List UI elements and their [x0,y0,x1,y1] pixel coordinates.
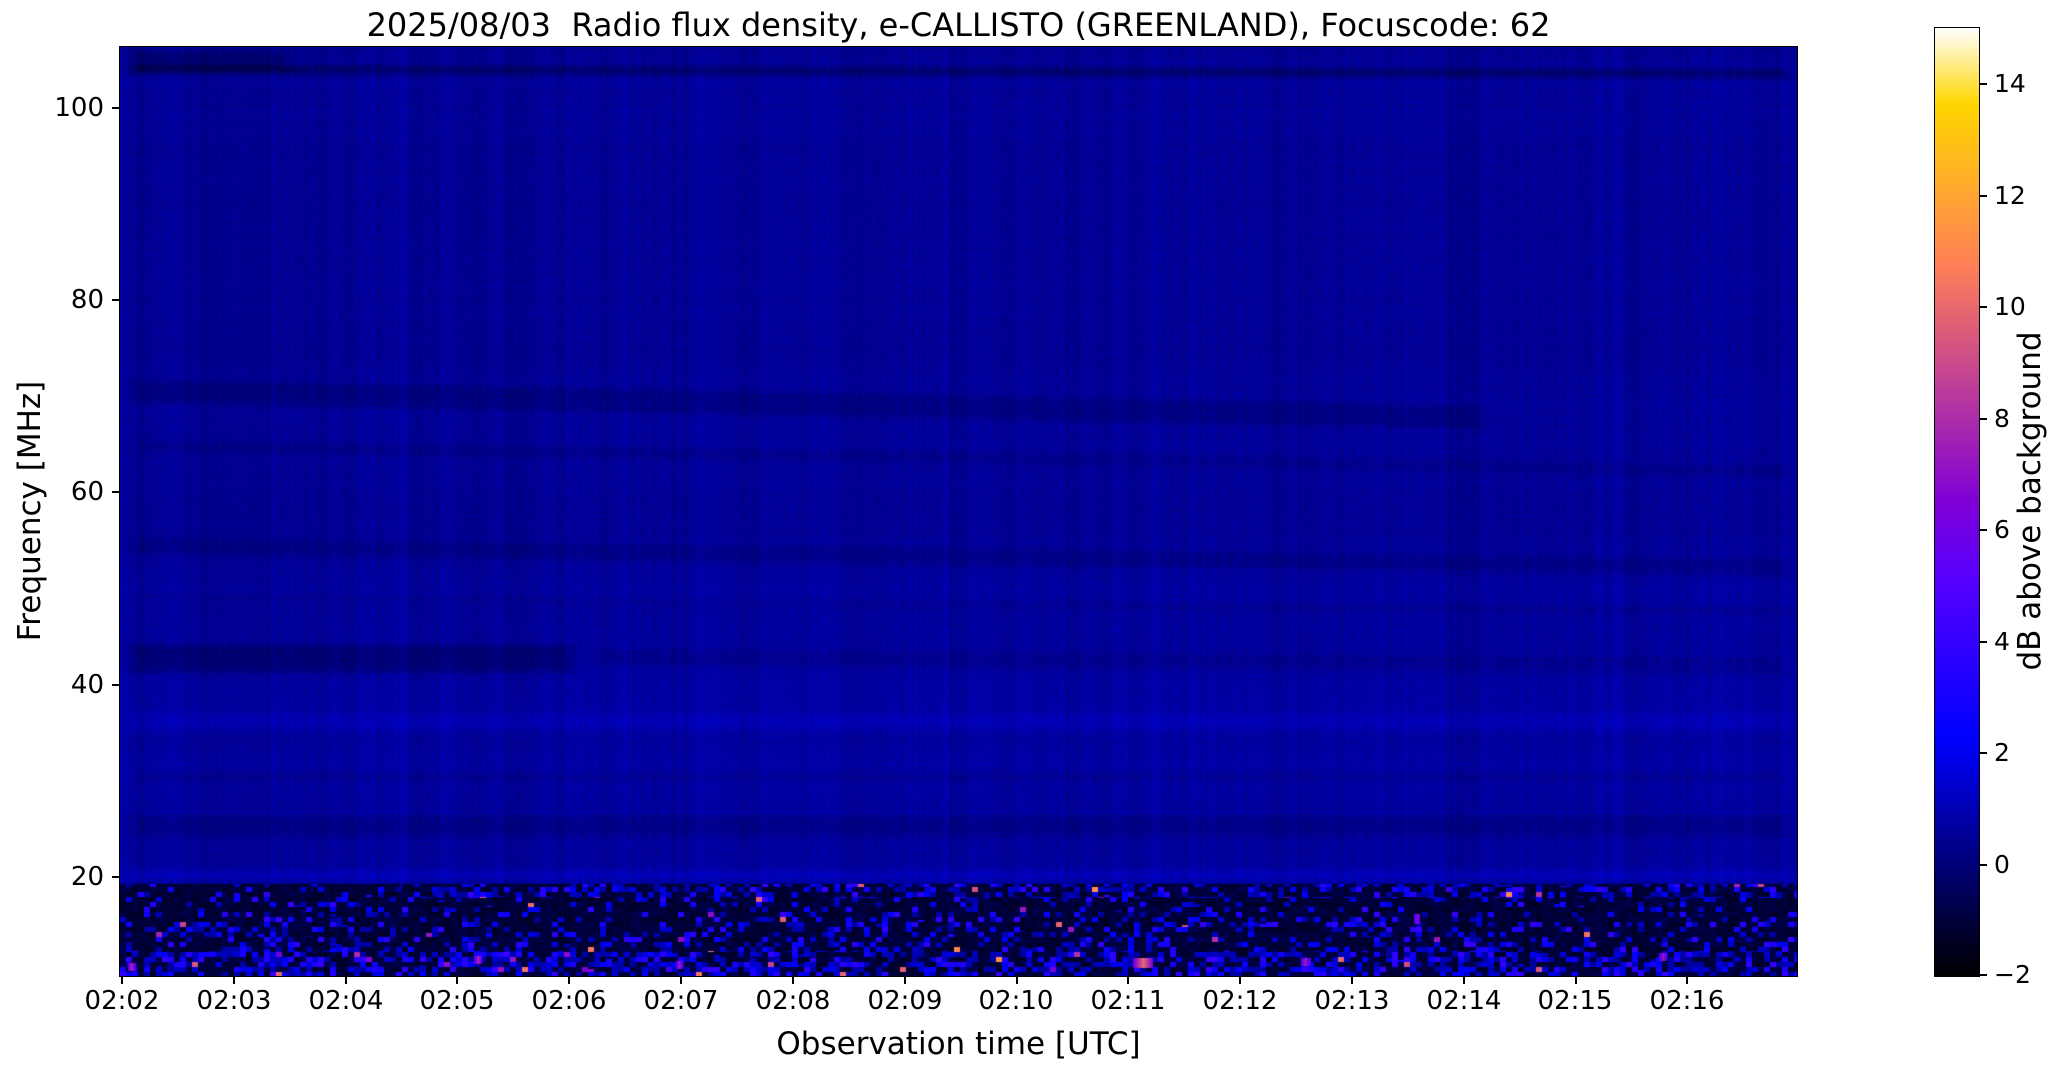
colorbar-tick-label: 2 [1994,738,2010,767]
x-tick-mark [233,977,235,984]
x-tick-mark [1127,977,1129,984]
figure-title: 2025/08/03 Radio flux density, e-CALLIST… [366,6,1551,44]
colorbar-tick-mark [1980,529,1987,531]
x-tick-label: 02:11 [1090,986,1166,1016]
x-tick-mark [792,977,794,984]
colorbar-canvas [1935,28,1979,976]
x-tick-label: 02:10 [978,986,1054,1016]
x-tick-mark [1239,977,1241,984]
y-tick-label: 100 [54,93,104,123]
x-tick-label: 02:14 [1426,986,1502,1016]
colorbar-tick-mark [1980,306,1987,308]
x-tick-mark [568,977,570,984]
plot-area [119,46,1798,977]
colorbar-tick-label: 10 [1994,292,2026,321]
x-tick-label: 02:05 [419,986,495,1016]
y-tick-mark [112,107,120,109]
y-tick-mark [112,876,120,878]
x-tick-label: 02:13 [1314,986,1390,1016]
x-tick-label: 02:08 [755,986,831,1016]
colorbar-tick-mark [1980,864,1987,866]
y-tick-mark [112,684,120,686]
colorbar-tick-mark [1980,752,1987,754]
colorbar-tick-mark [1980,641,1987,643]
colorbar-tick-label: 8 [1994,404,2010,433]
x-tick-mark [1463,977,1465,984]
x-tick-label: 02:12 [1202,986,1278,1016]
colorbar-tick-mark [1980,195,1987,197]
colorbar-tick-label: 0 [1994,850,2010,879]
x-tick-label: 02:07 [643,986,719,1016]
colorbar-tick-label: −2 [1994,960,2031,989]
colorbar-tick-label: 12 [1994,181,2026,210]
y-tick-mark [112,491,120,493]
y-axis-label: Frequency [MHz] [12,380,48,642]
y-tick-label: 40 [70,670,104,700]
colorbar [1934,27,1980,977]
colorbar-tick-label: 4 [1994,627,2010,656]
x-tick-mark [121,977,123,984]
x-tick-label: 02:09 [867,986,943,1016]
x-tick-mark [680,977,682,984]
x-tick-mark [1575,977,1577,984]
colorbar-tick-label: 6 [1994,515,2010,544]
colorbar-label: dB above background [2012,331,2048,671]
colorbar-tick-label: 14 [1994,69,2026,98]
y-tick-label: 80 [70,285,104,315]
x-tick-label: 02:04 [308,986,384,1016]
x-tick-label: 02:03 [196,986,272,1016]
x-tick-label: 02:16 [1649,986,1725,1016]
x-tick-mark [1016,977,1018,984]
colorbar-tick-mark [1980,974,1987,976]
x-tick-label: 02:06 [531,986,607,1016]
x-tick-mark [345,977,347,984]
y-tick-label: 60 [70,477,104,507]
colorbar-tick-mark [1980,83,1987,85]
x-tick-label: 02:02 [84,986,160,1016]
x-tick-mark [1686,977,1688,984]
y-tick-label: 20 [70,862,104,892]
x-tick-mark [1351,977,1353,984]
x-tick-mark [456,977,458,984]
spectrogram-canvas [120,47,1797,976]
y-tick-mark [112,299,120,301]
x-axis-label: Observation time [UTC] [776,1026,1141,1062]
colorbar-tick-mark [1980,418,1987,420]
x-tick-mark [904,977,906,984]
x-tick-label: 02:15 [1537,986,1613,1016]
